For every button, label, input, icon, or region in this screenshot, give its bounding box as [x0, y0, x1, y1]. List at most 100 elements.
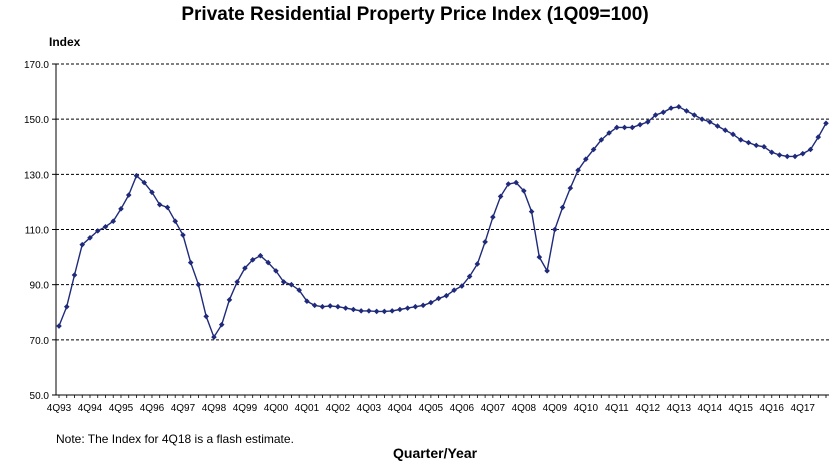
data-point — [180, 232, 186, 238]
data-point — [505, 181, 512, 187]
data-point — [443, 292, 450, 299]
data-point — [149, 189, 155, 196]
data-point — [815, 134, 822, 140]
data-point — [652, 112, 659, 118]
data-point — [412, 303, 419, 310]
data-point — [691, 112, 698, 118]
data-point — [575, 167, 581, 173]
data-point — [118, 206, 124, 212]
x-tick-label: 4Q04 — [388, 403, 413, 414]
data-point — [435, 295, 442, 302]
x-tick-label: 4Q01 — [295, 403, 320, 414]
chart-title: Private Residential Property Price Index… — [181, 4, 649, 25]
data-point — [490, 214, 496, 220]
y-tick-label: 130.0 — [24, 170, 49, 181]
data-point — [590, 146, 597, 153]
data-point — [451, 287, 457, 293]
x-tick-label: 4Q99 — [233, 403, 258, 414]
data-point — [567, 185, 574, 191]
data-point — [606, 130, 612, 136]
data-point — [404, 305, 411, 311]
data-point — [792, 153, 798, 160]
series-line — [58, 106, 827, 339]
data-point — [218, 321, 225, 328]
x-tick-label: 4Q17 — [791, 403, 816, 414]
data-point — [776, 152, 783, 158]
x-tick-label: 4Q93 — [47, 403, 72, 414]
data-point — [699, 116, 705, 122]
data-point — [125, 192, 132, 198]
data-point — [56, 323, 62, 329]
x-tick-label: 4Q11 — [605, 403, 629, 414]
data-point — [745, 139, 752, 146]
x-tick-label: 4Q09 — [543, 403, 568, 414]
data-point — [714, 123, 721, 129]
data-point — [350, 306, 357, 313]
x-tick-label: 4Q07 — [481, 403, 506, 414]
x-tick-label: 4Q02 — [326, 403, 351, 414]
data-point — [544, 268, 550, 274]
data-point — [156, 201, 163, 208]
data-point — [598, 137, 605, 143]
footnote: Note: The Index for 4Q18 is a flash esti… — [56, 432, 294, 446]
data-point — [172, 218, 179, 225]
data-point — [280, 279, 287, 285]
x-tick-label: 4Q16 — [760, 403, 785, 414]
gridlines — [56, 63, 829, 341]
data-point — [257, 252, 264, 259]
data-point — [645, 119, 651, 125]
data-point — [304, 298, 310, 305]
data-point — [637, 121, 643, 128]
x-tick-label: 4Q13 — [667, 403, 692, 414]
data-point — [730, 131, 736, 138]
data-point — [234, 279, 240, 285]
data-point — [319, 303, 326, 310]
data-point — [342, 305, 349, 311]
y-tick-label: 110.0 — [25, 226, 50, 237]
x-tick-label: 4Q96 — [140, 403, 165, 414]
x-tick-label: 4Q08 — [512, 403, 537, 414]
data-point — [753, 142, 760, 149]
x-tick-label: 4Q12 — [636, 403, 661, 414]
x-tick-label: 4Q00 — [264, 403, 289, 414]
y-axis-label: Index — [49, 35, 81, 49]
data-point — [466, 273, 473, 280]
data-point — [521, 188, 527, 194]
data-point — [265, 259, 271, 266]
data-point — [528, 208, 535, 215]
data-point — [428, 299, 434, 306]
x-tick-label: 4Q14 — [698, 403, 723, 414]
y-tick-label: 70.0 — [30, 336, 50, 347]
data-point — [141, 179, 148, 186]
data-point — [203, 313, 210, 320]
data-point — [226, 297, 233, 303]
data-point — [761, 143, 767, 150]
data-point — [459, 283, 465, 289]
data-point — [187, 259, 194, 266]
data-point — [614, 124, 620, 131]
data-point — [273, 268, 279, 274]
data-point — [784, 153, 791, 160]
data-point — [296, 287, 302, 293]
data-point — [373, 308, 380, 315]
data-point — [737, 137, 744, 143]
data-point — [474, 261, 481, 267]
data-point — [87, 234, 93, 241]
data-point — [335, 303, 341, 310]
data-point — [660, 109, 667, 116]
data-point — [668, 105, 674, 111]
y-tick-label: 50.0 — [30, 391, 50, 402]
data-point — [482, 239, 488, 245]
x-tick-label: 4Q10 — [574, 403, 599, 414]
data-point — [211, 334, 217, 340]
x-tick-label: 4Q97 — [171, 403, 196, 414]
data-point — [366, 308, 372, 314]
y-tick-label: 150.0 — [24, 115, 49, 126]
data-point — [249, 257, 256, 263]
x-tick-label: 4Q94 — [78, 403, 103, 414]
data-point — [683, 108, 690, 114]
data-point — [722, 127, 729, 133]
data-point — [288, 281, 295, 288]
data-point — [497, 193, 504, 200]
data-point — [381, 308, 388, 315]
